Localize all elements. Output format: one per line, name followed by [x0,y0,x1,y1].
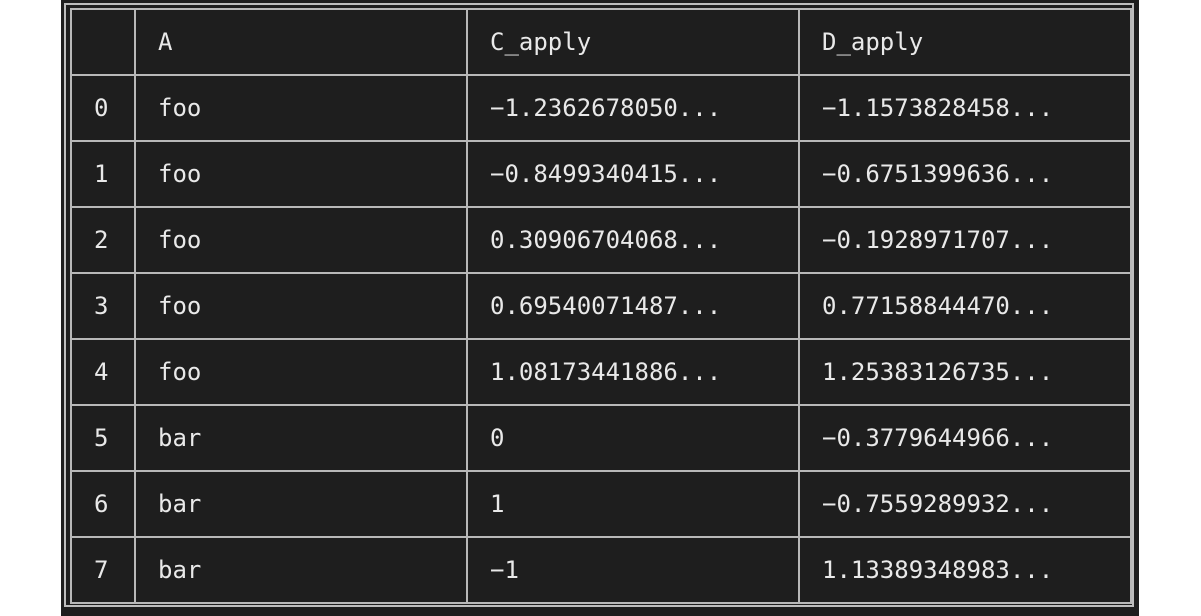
table-row: 4 foo 1.08173441886... 1.25383126735... [70,338,1132,406]
table-row: 0 foo −1.2362678050... −1.1573828458... [70,74,1132,142]
dataframe-table: A C_apply D_apply 0 foo −1.2362678050...… [70,8,1132,604]
cell-d-apply: −0.7559289932... [798,470,1132,538]
cell-d-apply: 1.13389348983... [798,536,1132,604]
cell-c-apply: 1.08173441886... [466,338,800,406]
table-row: 3 foo 0.69540071487... 0.77158844470... [70,272,1132,340]
cell-c-apply: 1 [466,470,800,538]
cell-d-apply: 0.77158844470... [798,272,1132,340]
header-row: A C_apply D_apply [70,8,1132,76]
row-index: 5 [70,404,136,472]
cell-c-apply: −1.2362678050... [466,74,800,142]
cell-a: bar [134,536,468,604]
cell-d-apply: −1.1573828458... [798,74,1132,142]
table-body: 0 foo −1.2362678050... −1.1573828458... … [70,74,1132,604]
table-row: 2 foo 0.30906704068... −0.1928971707... [70,206,1132,274]
cell-d-apply: 1.25383126735... [798,338,1132,406]
row-index: 1 [70,140,136,208]
cell-a: foo [134,140,468,208]
cell-c-apply: −1 [466,536,800,604]
cell-a: bar [134,404,468,472]
table-row: 6 bar 1 −0.7559289932... [70,470,1132,538]
cell-c-apply: 0 [466,404,800,472]
cell-d-apply: −0.3779644966... [798,404,1132,472]
row-index: 3 [70,272,136,340]
cell-a: foo [134,74,468,142]
cell-c-apply: 0.69540071487... [466,272,800,340]
cell-c-apply: 0.30906704068... [466,206,800,274]
cell-a: foo [134,206,468,274]
cell-c-apply: −0.8499340415... [466,140,800,208]
cell-a: foo [134,272,468,340]
table-row: 5 bar 0 −0.3779644966... [70,404,1132,472]
column-header-a: A [134,8,468,76]
row-index: 6 [70,470,136,538]
column-header-c-apply: C_apply [466,8,800,76]
cell-a: bar [134,470,468,538]
table-row: 7 bar −1 1.13389348983... [70,536,1132,604]
row-index: 4 [70,338,136,406]
cell-d-apply: −0.6751399636... [798,140,1132,208]
table-frame [64,3,1134,607]
row-index: 2 [70,206,136,274]
cell-a: foo [134,338,468,406]
index-header [70,8,136,76]
row-index: 0 [70,74,136,142]
table-header: A C_apply D_apply [70,8,1132,76]
table-row: 1 foo −0.8499340415... −0.6751399636... [70,140,1132,208]
column-header-d-apply: D_apply [798,8,1132,76]
row-index: 7 [70,536,136,604]
cell-d-apply: −0.1928971707... [798,206,1132,274]
